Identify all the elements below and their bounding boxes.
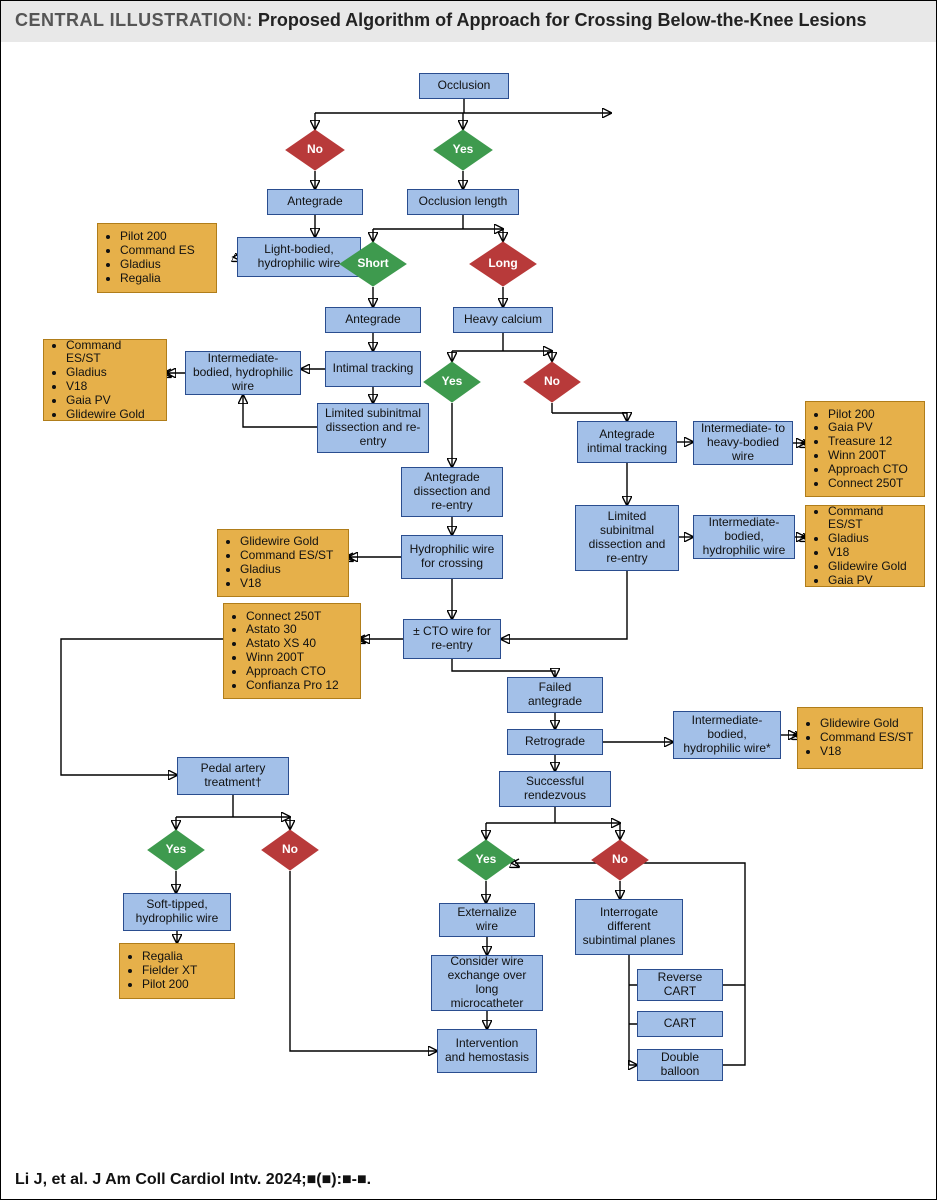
node-ctore: ± CTO wire for re-entry	[403, 619, 501, 659]
node-wires4: Connect 250TAstato 30Astato XS 40Winn 20…	[223, 603, 361, 699]
node-wires5: Pilot 200Gaia PVTreasure 12Winn 200TAppr…	[805, 401, 925, 497]
node-ade: Antegrade dissection and re-entry	[401, 467, 503, 517]
node-pedal: Pedal artery treatment†	[177, 757, 289, 795]
node-external: Externalize wire	[439, 903, 535, 937]
node-no3: No	[591, 839, 649, 881]
node-interv: Intervention and hemostasis	[437, 1029, 537, 1073]
node-intermwire2: Intermediate-bodied, hydrophilic wire	[693, 515, 795, 559]
node-wires2: Command ES/STGladiusV18Gaia PVGlidewire …	[43, 339, 167, 421]
figure-frame: CENTRAL ILLUSTRATION: Proposed Algorithm…	[0, 0, 937, 1200]
node-dbl: Double balloon	[637, 1049, 723, 1081]
node-yes1: Yes	[433, 129, 493, 171]
node-interrogate: Interrogate different subintimal planes	[575, 899, 683, 955]
node-short: Short	[339, 241, 407, 287]
node-wires6: Command ES/STGladiusV18Glidewire GoldGai…	[805, 505, 925, 587]
node-intimal: Intimal tracking	[325, 351, 421, 387]
node-long: Long	[469, 241, 537, 287]
node-rendez: Successful rendezvous	[499, 771, 611, 807]
node-retro: Retrograde	[507, 729, 603, 755]
node-wires1: Pilot 200Command ESGladiusRegalia	[97, 223, 217, 293]
citation: Li J, et al. J Am Coll Cardiol Intv. 202…	[15, 1171, 371, 1189]
header-prefix: CENTRAL ILLUSTRATION:	[15, 10, 253, 30]
node-wires3: Glidewire GoldCommand ES/STGladiusV18	[217, 529, 349, 597]
node-heavycal: Heavy calcium	[453, 307, 553, 333]
node-no2: No	[523, 361, 581, 403]
node-occlusion: Occlusion	[419, 73, 509, 99]
node-cart: CART	[637, 1011, 723, 1037]
node-no1: No	[285, 129, 345, 171]
node-revcart: Reverse CART	[637, 969, 723, 1001]
node-occlen: Occlusion length	[407, 189, 519, 215]
node-exchange: Consider wire exchange over long microca…	[431, 955, 543, 1011]
node-wires7: Glidewire GoldCommand ES/STV18	[797, 707, 923, 769]
node-hydrocross: Hydrophilic wire for crossing	[401, 535, 503, 579]
node-wires8: RegaliaFielder XTPilot 200	[119, 943, 235, 999]
node-antegrade1: Antegrade	[267, 189, 363, 215]
node-limited2: Limited subinitmal dissection and re-ent…	[575, 505, 679, 571]
header-title: Proposed Algorithm of Approach for Cross…	[258, 10, 867, 30]
node-antegrade2: Antegrade	[325, 307, 421, 333]
node-yes4: Yes	[147, 829, 205, 871]
node-no4: No	[261, 829, 319, 871]
figure-header: CENTRAL ILLUSTRATION: Proposed Algorithm…	[1, 1, 936, 42]
node-softwire: Soft-tipped, hydrophilic wire	[123, 893, 231, 931]
flowchart-canvas: Occlusion No Yes Antegrade Occlusion length L…	[1, 63, 936, 1159]
node-yes3: Yes	[457, 839, 515, 881]
node-intermwire3: Intermediate-bodied, hydrophilic wire*	[673, 711, 781, 759]
node-antintimal: Antegrade intimal tracking	[577, 421, 677, 463]
node-intheavy: Intermediate- to heavy-bodied wire	[693, 421, 793, 465]
node-intermwire1: Intermediate-bodied, hydrophilic wire	[185, 351, 301, 395]
node-yes2: Yes	[423, 361, 481, 403]
node-limited1: Limited subinitmal dissection and re-ent…	[317, 403, 429, 453]
node-failed: Failed antegrade	[507, 677, 603, 713]
